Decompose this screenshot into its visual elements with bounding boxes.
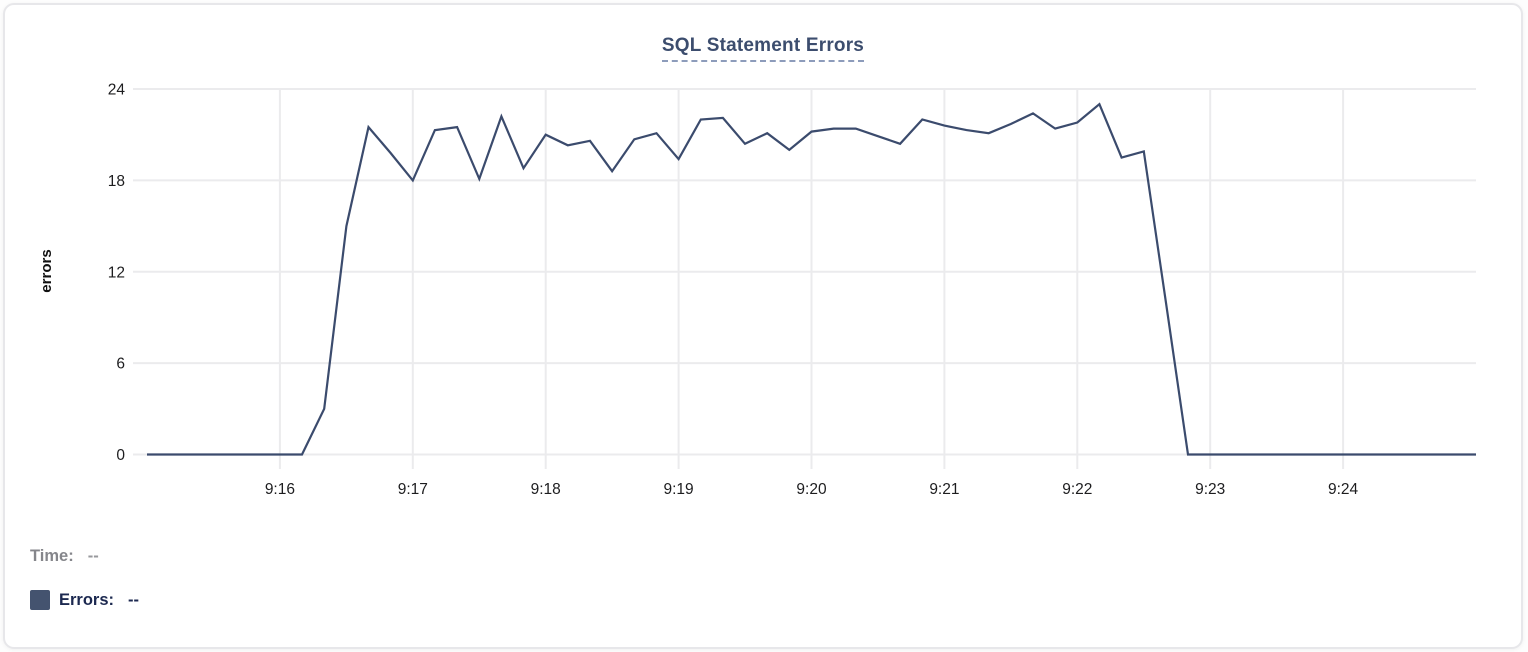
legend-errors-row[interactable]: Errors: -- bbox=[30, 589, 139, 611]
y-tick-label: 6 bbox=[116, 356, 125, 373]
x-tick-label: 9:24 bbox=[1328, 481, 1359, 498]
chart-header: SQL Statement Errors bbox=[5, 35, 1521, 62]
series-line-errors[interactable] bbox=[147, 102, 1476, 456]
errors-label: Errors: bbox=[59, 590, 115, 609]
x-tick-label: 9:20 bbox=[796, 481, 827, 498]
chart-card: SQL Statement Errors 0 6 12 18 24 9:16 9:17 9:1… bbox=[3, 3, 1523, 649]
y-tick-label: 18 bbox=[108, 173, 125, 190]
x-tick-label: 9:23 bbox=[1195, 481, 1225, 498]
errors-value: -- bbox=[128, 590, 140, 609]
chart-legend: Time: -- Errors: -- bbox=[30, 545, 139, 633]
time-value: -- bbox=[87, 546, 99, 565]
y-tick-label: 24 bbox=[108, 82, 126, 99]
errors-series-swatch bbox=[30, 590, 50, 610]
x-tick-label: 9:22 bbox=[1062, 481, 1092, 498]
x-tick-label: 9:17 bbox=[398, 481, 428, 498]
y-tick-label: 12 bbox=[108, 264, 125, 281]
y-axis-title: errors bbox=[38, 249, 55, 292]
x-tick-label: 9:21 bbox=[929, 481, 959, 498]
x-tick-label: 9:16 bbox=[265, 481, 295, 498]
x-tick-label: 9:19 bbox=[664, 481, 694, 498]
legend-time-row: Time: -- bbox=[30, 545, 139, 567]
chart-title[interactable]: SQL Statement Errors bbox=[661, 35, 865, 62]
time-label: Time: bbox=[30, 546, 74, 565]
y-tick-label: 0 bbox=[116, 447, 125, 464]
errors-line-chart[interactable]: 0 6 12 18 24 9:16 9:17 9:18 9:19 9:20 9:21 9:22 9:23… bbox=[5, 5, 1528, 510]
x-tick-label: 9:18 bbox=[531, 481, 561, 498]
